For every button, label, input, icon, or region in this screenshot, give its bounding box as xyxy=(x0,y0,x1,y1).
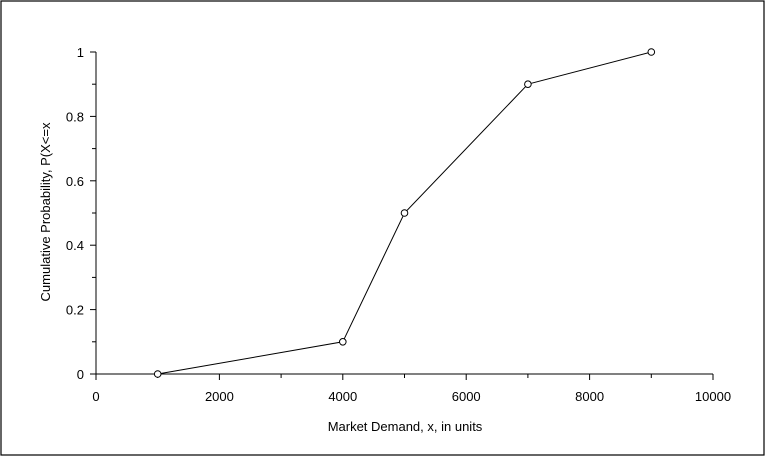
tick-labels: 0 2000 4000 6000 8000 10000 0 0.2 0.4 0.6 0.8 1 xyxy=(66,45,731,404)
series-layer xyxy=(153,48,656,378)
y-tick-label: 1 xyxy=(77,45,84,60)
y-axis-title: Cumulative Probability, P(X<=x xyxy=(38,122,53,301)
ticks xyxy=(90,51,714,380)
y-tick-label: 0.6 xyxy=(66,174,84,189)
x-tick-label: 0 xyxy=(92,389,99,404)
y-tick-label: 0 xyxy=(77,367,84,382)
data-point xyxy=(647,48,656,56)
y-tick-label: 0.2 xyxy=(66,303,84,318)
data-point xyxy=(400,209,409,217)
x-tick-label: 2000 xyxy=(205,389,234,404)
x-tick-label: 10000 xyxy=(695,389,731,404)
x-axis-title: Market Demand, x, in units xyxy=(328,419,483,434)
y-tick-label: 0.8 xyxy=(66,109,84,124)
x-tick-label: 6000 xyxy=(452,389,481,404)
data-point xyxy=(153,370,162,378)
y-tick-label: 0.4 xyxy=(66,238,84,253)
data-point xyxy=(339,338,347,346)
x-tick-label: 4000 xyxy=(328,389,357,404)
x-tick-label: 8000 xyxy=(575,389,604,404)
data-point xyxy=(524,80,532,88)
